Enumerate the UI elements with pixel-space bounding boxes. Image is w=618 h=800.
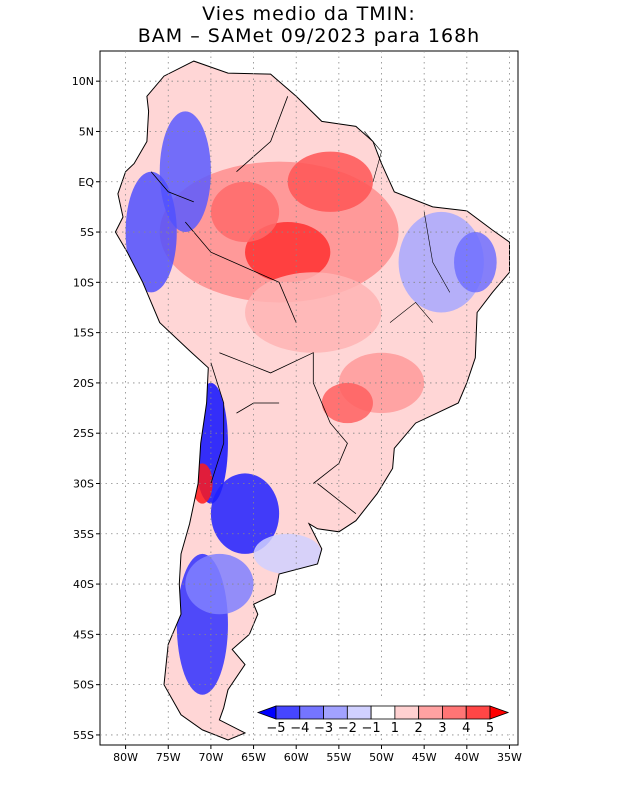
legend-swatch	[418, 705, 443, 720]
map-frame	[99, 50, 519, 746]
bias-patch	[245, 221, 331, 283]
legend-level-label: 3	[438, 721, 446, 736]
lon-tick-label: 35W	[497, 751, 522, 764]
bias-patch	[185, 553, 254, 615]
country-border	[210, 362, 225, 484]
bias-patch	[210, 181, 280, 243]
map-subtitle: BAM – SAMet 09/2023 para 168h	[137, 25, 481, 47]
lon-tick-label: 60W	[284, 751, 309, 764]
legend-swatch	[394, 705, 420, 720]
bias-patch	[321, 382, 373, 424]
legend-swatch	[370, 705, 396, 720]
legend-swatch	[465, 705, 491, 720]
lon-tick-label: 45W	[412, 751, 437, 764]
legend-level-label: 2	[415, 721, 423, 736]
legend-swatch	[275, 705, 301, 720]
legend-level-label: 4	[462, 721, 470, 736]
bias-patch	[253, 533, 322, 575]
lon-tick-label: 50W	[369, 751, 394, 764]
country-border	[317, 483, 357, 515]
lat-tick-label: 35S	[73, 528, 94, 541]
lon-tick-label: 80W	[113, 751, 138, 764]
latitude-ticks: 10N 5N EQ 5S 10S 15S 20S 25S 30S 35S 40S 45S 50S 55S	[72, 75, 100, 742]
country-border	[150, 171, 194, 203]
state-border	[364, 131, 382, 182]
lat-tick-label: 5S	[80, 226, 94, 239]
lat-tick-label: 45S	[73, 628, 94, 641]
lat-tick-label: 55S	[73, 729, 94, 742]
legend-level-label: 5	[486, 721, 494, 736]
lon-tick-label: 75W	[156, 751, 181, 764]
lon-tick-label: 70W	[198, 751, 223, 764]
lat-tick-label: 10N	[72, 75, 94, 88]
legend-level-label: −4	[290, 721, 309, 736]
longitude-ticks: 80W 75W 70W 65W 60W 55W 50W 45W 40W 35W	[113, 745, 522, 764]
lat-tick-label: 40S	[73, 578, 94, 591]
lon-tick-label: 65W	[241, 751, 266, 764]
lon-tick-label: 55W	[326, 751, 351, 764]
state-border	[423, 211, 451, 293]
lat-tick-label: 25S	[73, 427, 94, 440]
lat-tick-label: 15S	[73, 327, 94, 340]
legend-swatch	[489, 705, 510, 720]
colorbar-legend: −5 −4 −3 −2 −1 1 2 3 4 5	[254, 698, 512, 736]
country-border	[184, 221, 297, 323]
lat-tick-label: 10S	[73, 276, 94, 289]
lon-tick-label: 40W	[454, 751, 479, 764]
legend-level-label: 1	[391, 721, 399, 736]
legend-level-label: −1	[362, 721, 381, 736]
legend-swatch	[299, 705, 324, 720]
continent-layer	[114, 60, 510, 741]
legend-level-label: −3	[314, 721, 333, 736]
lat-tick-label: 5N	[79, 125, 94, 138]
lat-tick-label: 30S	[73, 477, 94, 490]
lat-tick-label: 50S	[73, 679, 94, 692]
coastline	[114, 60, 510, 741]
country-border	[312, 382, 348, 484]
bias-patch	[245, 272, 382, 353]
gridlines	[100, 51, 518, 745]
bias-patch	[398, 211, 484, 313]
map-title: Vies medio da TMIN:	[202, 3, 416, 25]
legend-level-label: −5	[266, 721, 285, 736]
country-border	[219, 352, 314, 383]
legend-swatch	[346, 705, 372, 720]
bias-patch	[125, 171, 177, 293]
country-border	[236, 96, 289, 172]
bias-patches	[125, 111, 497, 695]
lat-tick-label: EQ	[78, 176, 94, 189]
legend-swatch	[323, 705, 348, 720]
bias-patch	[454, 232, 497, 293]
bias-patch	[287, 151, 373, 212]
legend-swatch	[442, 705, 467, 720]
state-border	[389, 301, 433, 323]
lat-tick-label: 20S	[73, 377, 94, 390]
legend-level-label: −2	[338, 721, 357, 736]
